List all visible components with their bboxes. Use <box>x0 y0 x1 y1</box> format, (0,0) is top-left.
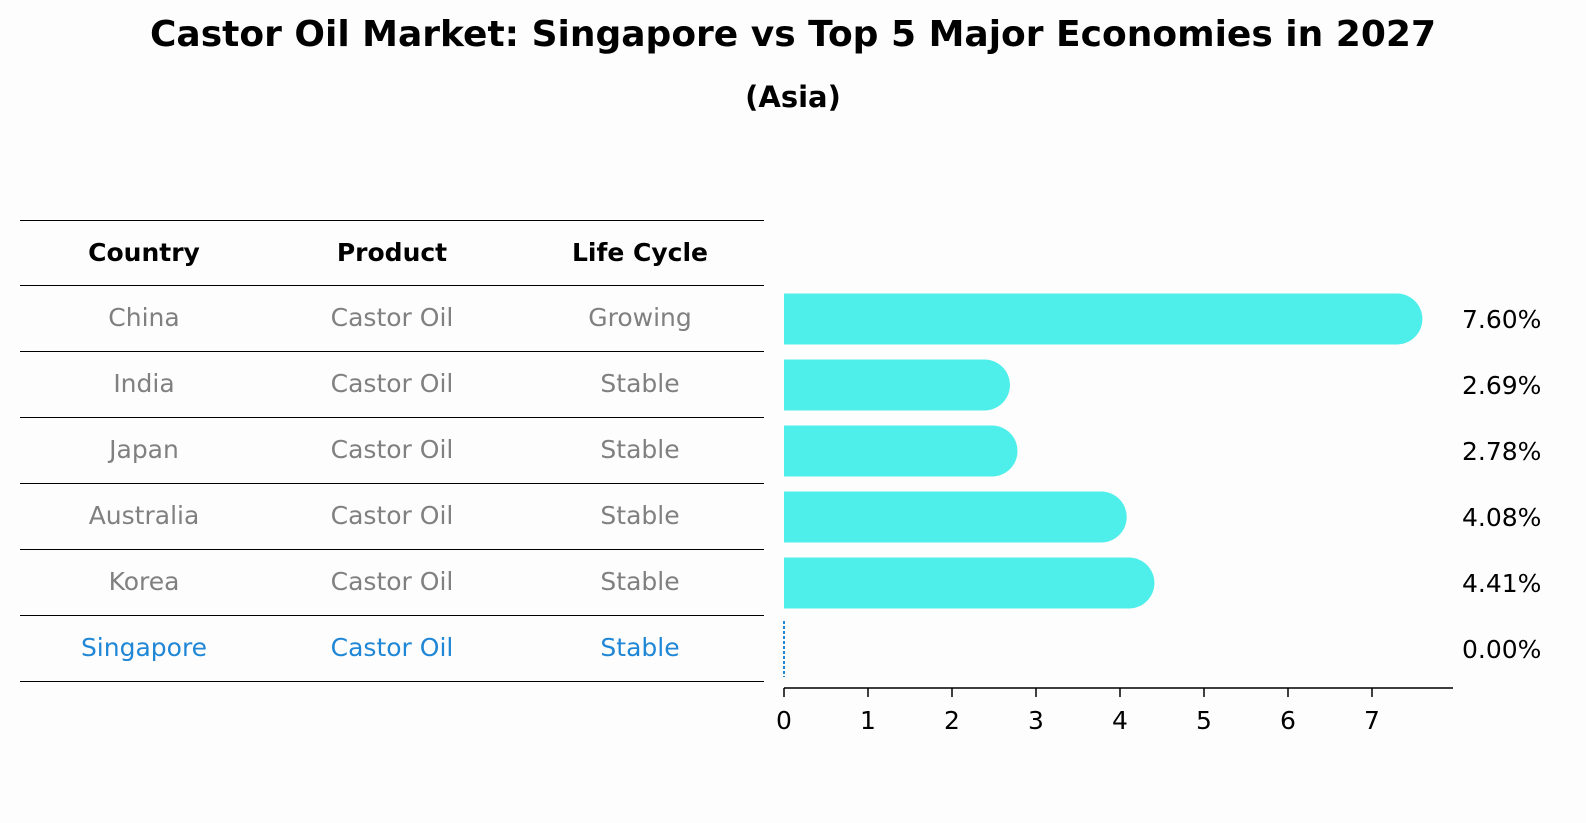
life-cycle-cell: Stable <box>600 633 680 662</box>
product-cell: Castor Oil <box>330 501 454 530</box>
table-row: China Castor Oil Growing <box>20 286 764 352</box>
country-cell: India <box>113 369 175 398</box>
product-cell: Castor Oil <box>330 303 454 332</box>
product-cell: Castor Oil <box>330 567 454 596</box>
bar-japan <box>784 425 1018 477</box>
x-tick-label: 0 <box>776 706 792 735</box>
value-label: 4.41% <box>1462 569 1541 598</box>
value-label: 2.69% <box>1462 371 1541 400</box>
header-life-cycle: Life Cycle <box>571 238 709 267</box>
table-row: India Castor Oil Stable <box>20 352 764 418</box>
x-tick-label: 2 <box>944 706 960 735</box>
product-cell: Castor Oil <box>330 633 454 662</box>
life-cycle-cell: Stable <box>600 369 680 398</box>
bar-australia <box>784 491 1127 543</box>
country-cell: China <box>108 303 180 332</box>
value-label: 2.78% <box>1462 437 1541 466</box>
country-cell: Japan <box>109 435 179 464</box>
x-tick-label: 6 <box>1280 706 1296 735</box>
x-tick-label: 4 <box>1112 706 1128 735</box>
chart-title: Castor Oil Market: Singapore vs Top 5 Ma… <box>150 14 1436 55</box>
life-cycle-cell: Stable <box>600 501 680 530</box>
x-tick-label: 1 <box>860 706 876 735</box>
table-row-highlight: Singapore Castor Oil Stable <box>20 616 764 682</box>
x-tick-label: 5 <box>1196 706 1212 735</box>
table-row: Korea Castor Oil Stable <box>20 550 764 616</box>
x-tick-label: 7 <box>1364 706 1380 735</box>
country-table: Country Product Life Cycle China Castor … <box>20 220 764 682</box>
country-cell: Korea <box>108 567 180 596</box>
product-cell: Castor Oil <box>330 435 454 464</box>
x-tick-label: 3 <box>1028 706 1044 735</box>
header-product: Product <box>336 238 448 267</box>
value-label: 4.08% <box>1462 503 1541 532</box>
table-header-row: Country Product Life Cycle <box>20 220 764 286</box>
table-row: Japan Castor Oil Stable <box>20 418 764 484</box>
life-cycle-cell: Stable <box>600 435 680 464</box>
value-label: 0.00% <box>1462 635 1541 664</box>
life-cycle-cell: Stable <box>600 567 680 596</box>
table-row: Australia Castor Oil Stable <box>20 484 764 550</box>
header-country: Country <box>88 238 200 267</box>
bar-korea <box>784 557 1155 609</box>
bar-china <box>784 293 1423 345</box>
chart-subtitle: (Asia) <box>745 80 841 114</box>
product-cell: Castor Oil <box>330 369 454 398</box>
value-label: 7.60% <box>1462 305 1541 334</box>
bar-india <box>784 359 1010 411</box>
country-cell: Singapore <box>80 633 208 662</box>
country-cell: Australia <box>88 501 200 530</box>
life-cycle-cell: Growing <box>588 303 692 332</box>
